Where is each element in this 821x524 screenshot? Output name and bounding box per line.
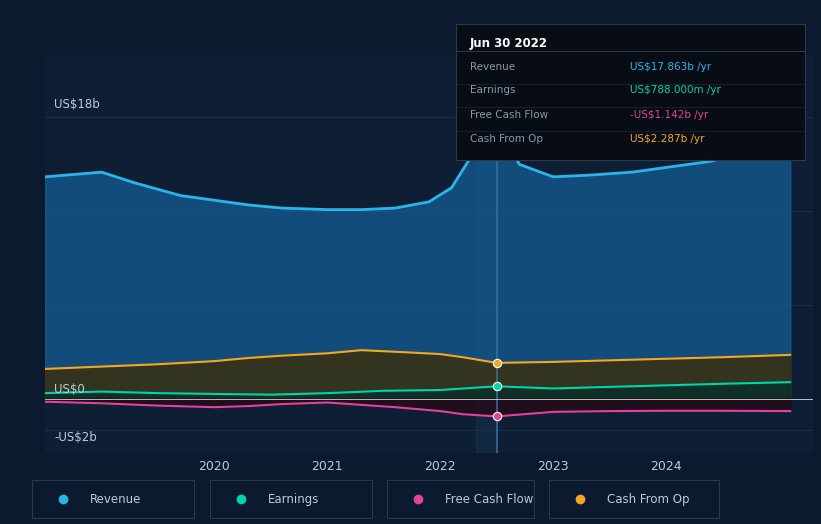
Text: Cash From Op: Cash From Op — [608, 493, 690, 506]
Text: US$2.287b /yr: US$2.287b /yr — [631, 134, 704, 145]
Text: -US$1.142b /yr: -US$1.142b /yr — [631, 110, 709, 120]
Text: Free Cash Flow: Free Cash Flow — [445, 493, 534, 506]
Text: Analysts Forecasts: Analysts Forecasts — [508, 96, 618, 109]
Text: -US$2b: -US$2b — [54, 431, 97, 444]
Text: US$18b: US$18b — [54, 98, 100, 111]
Text: US$788.000m /yr: US$788.000m /yr — [631, 85, 721, 95]
Text: Jun 30 2022: Jun 30 2022 — [470, 37, 548, 50]
Text: Past: Past — [466, 96, 491, 109]
Text: Cash From Op: Cash From Op — [470, 134, 543, 145]
Bar — [476, 55, 497, 453]
Text: Revenue: Revenue — [90, 493, 141, 506]
Text: US$0: US$0 — [54, 383, 85, 396]
Text: Free Cash Flow: Free Cash Flow — [470, 110, 548, 120]
Text: Revenue: Revenue — [470, 62, 515, 72]
Text: Earnings: Earnings — [268, 493, 319, 506]
Text: Earnings: Earnings — [470, 85, 515, 95]
Text: US$17.863b /yr: US$17.863b /yr — [631, 62, 711, 72]
